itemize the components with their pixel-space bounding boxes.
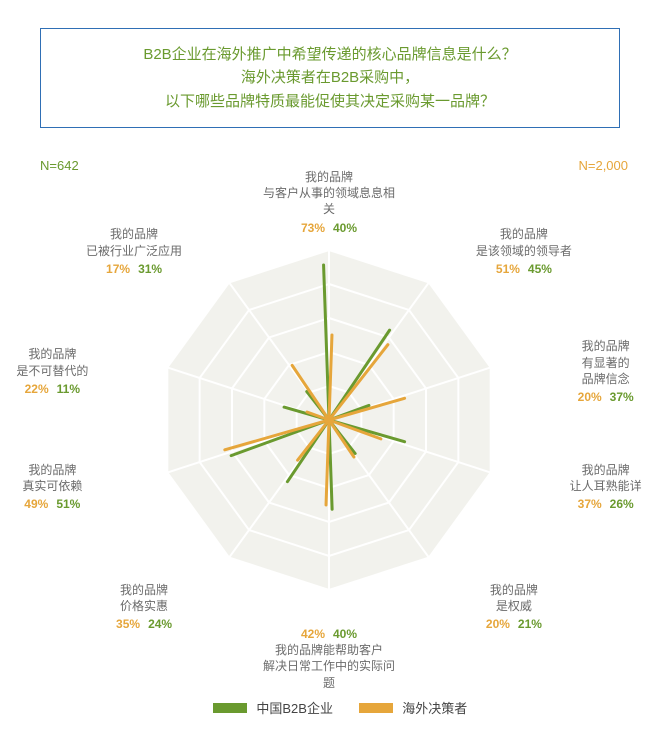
title-line-3: 以下哪些品牌特质最能促使其决定采购某一品牌？ (51, 90, 609, 113)
axis-label-6: 我的品牌价格实惠35%24% (74, 582, 214, 633)
axis-label-2: 我的品牌有显著的品牌信念20%37% (536, 338, 658, 405)
radar-chart: 我的品牌与客户从事的领域息息相关73%40% 我的品牌是该领域的领导者51%45%… (0, 150, 658, 670)
axis-label-5: 42%40%我的品牌能帮助客户解决日常工作中的实际问题 (259, 624, 399, 691)
title-line-2: 海外决策者在B2B采购中， (51, 66, 609, 89)
axis-label-3: 我的品牌让人耳熟能详37%26% (536, 462, 658, 513)
legend-label-1: 海外决策者 (402, 701, 467, 716)
legend-swatch-1 (359, 703, 393, 713)
legend: 中国B2B企业 海外决策者 (0, 698, 658, 717)
legend-label-0: 中国B2B企业 (256, 701, 333, 716)
axis-label-9: 我的品牌已被行业广泛应用17%31% (64, 226, 204, 277)
axis-label-4: 我的品牌是权威20%21% (444, 582, 584, 633)
axis-label-1: 我的品牌是该领域的领导者51%45% (454, 226, 594, 277)
legend-swatch-0 (213, 703, 247, 713)
axis-label-0: 我的品牌与客户从事的领域息息相关73%40% (259, 169, 399, 236)
axis-label-7: 我的品牌真实可依赖49%51% (0, 462, 122, 513)
title-box: B2B企业在海外推广中希望传递的核心品牌信息是什么？ 海外决策者在B2B采购中，… (40, 28, 620, 128)
title-line-1: B2B企业在海外推广中希望传递的核心品牌信息是什么？ (51, 43, 609, 66)
axis-label-8: 我的品牌是不可替代的22%11% (0, 346, 122, 397)
